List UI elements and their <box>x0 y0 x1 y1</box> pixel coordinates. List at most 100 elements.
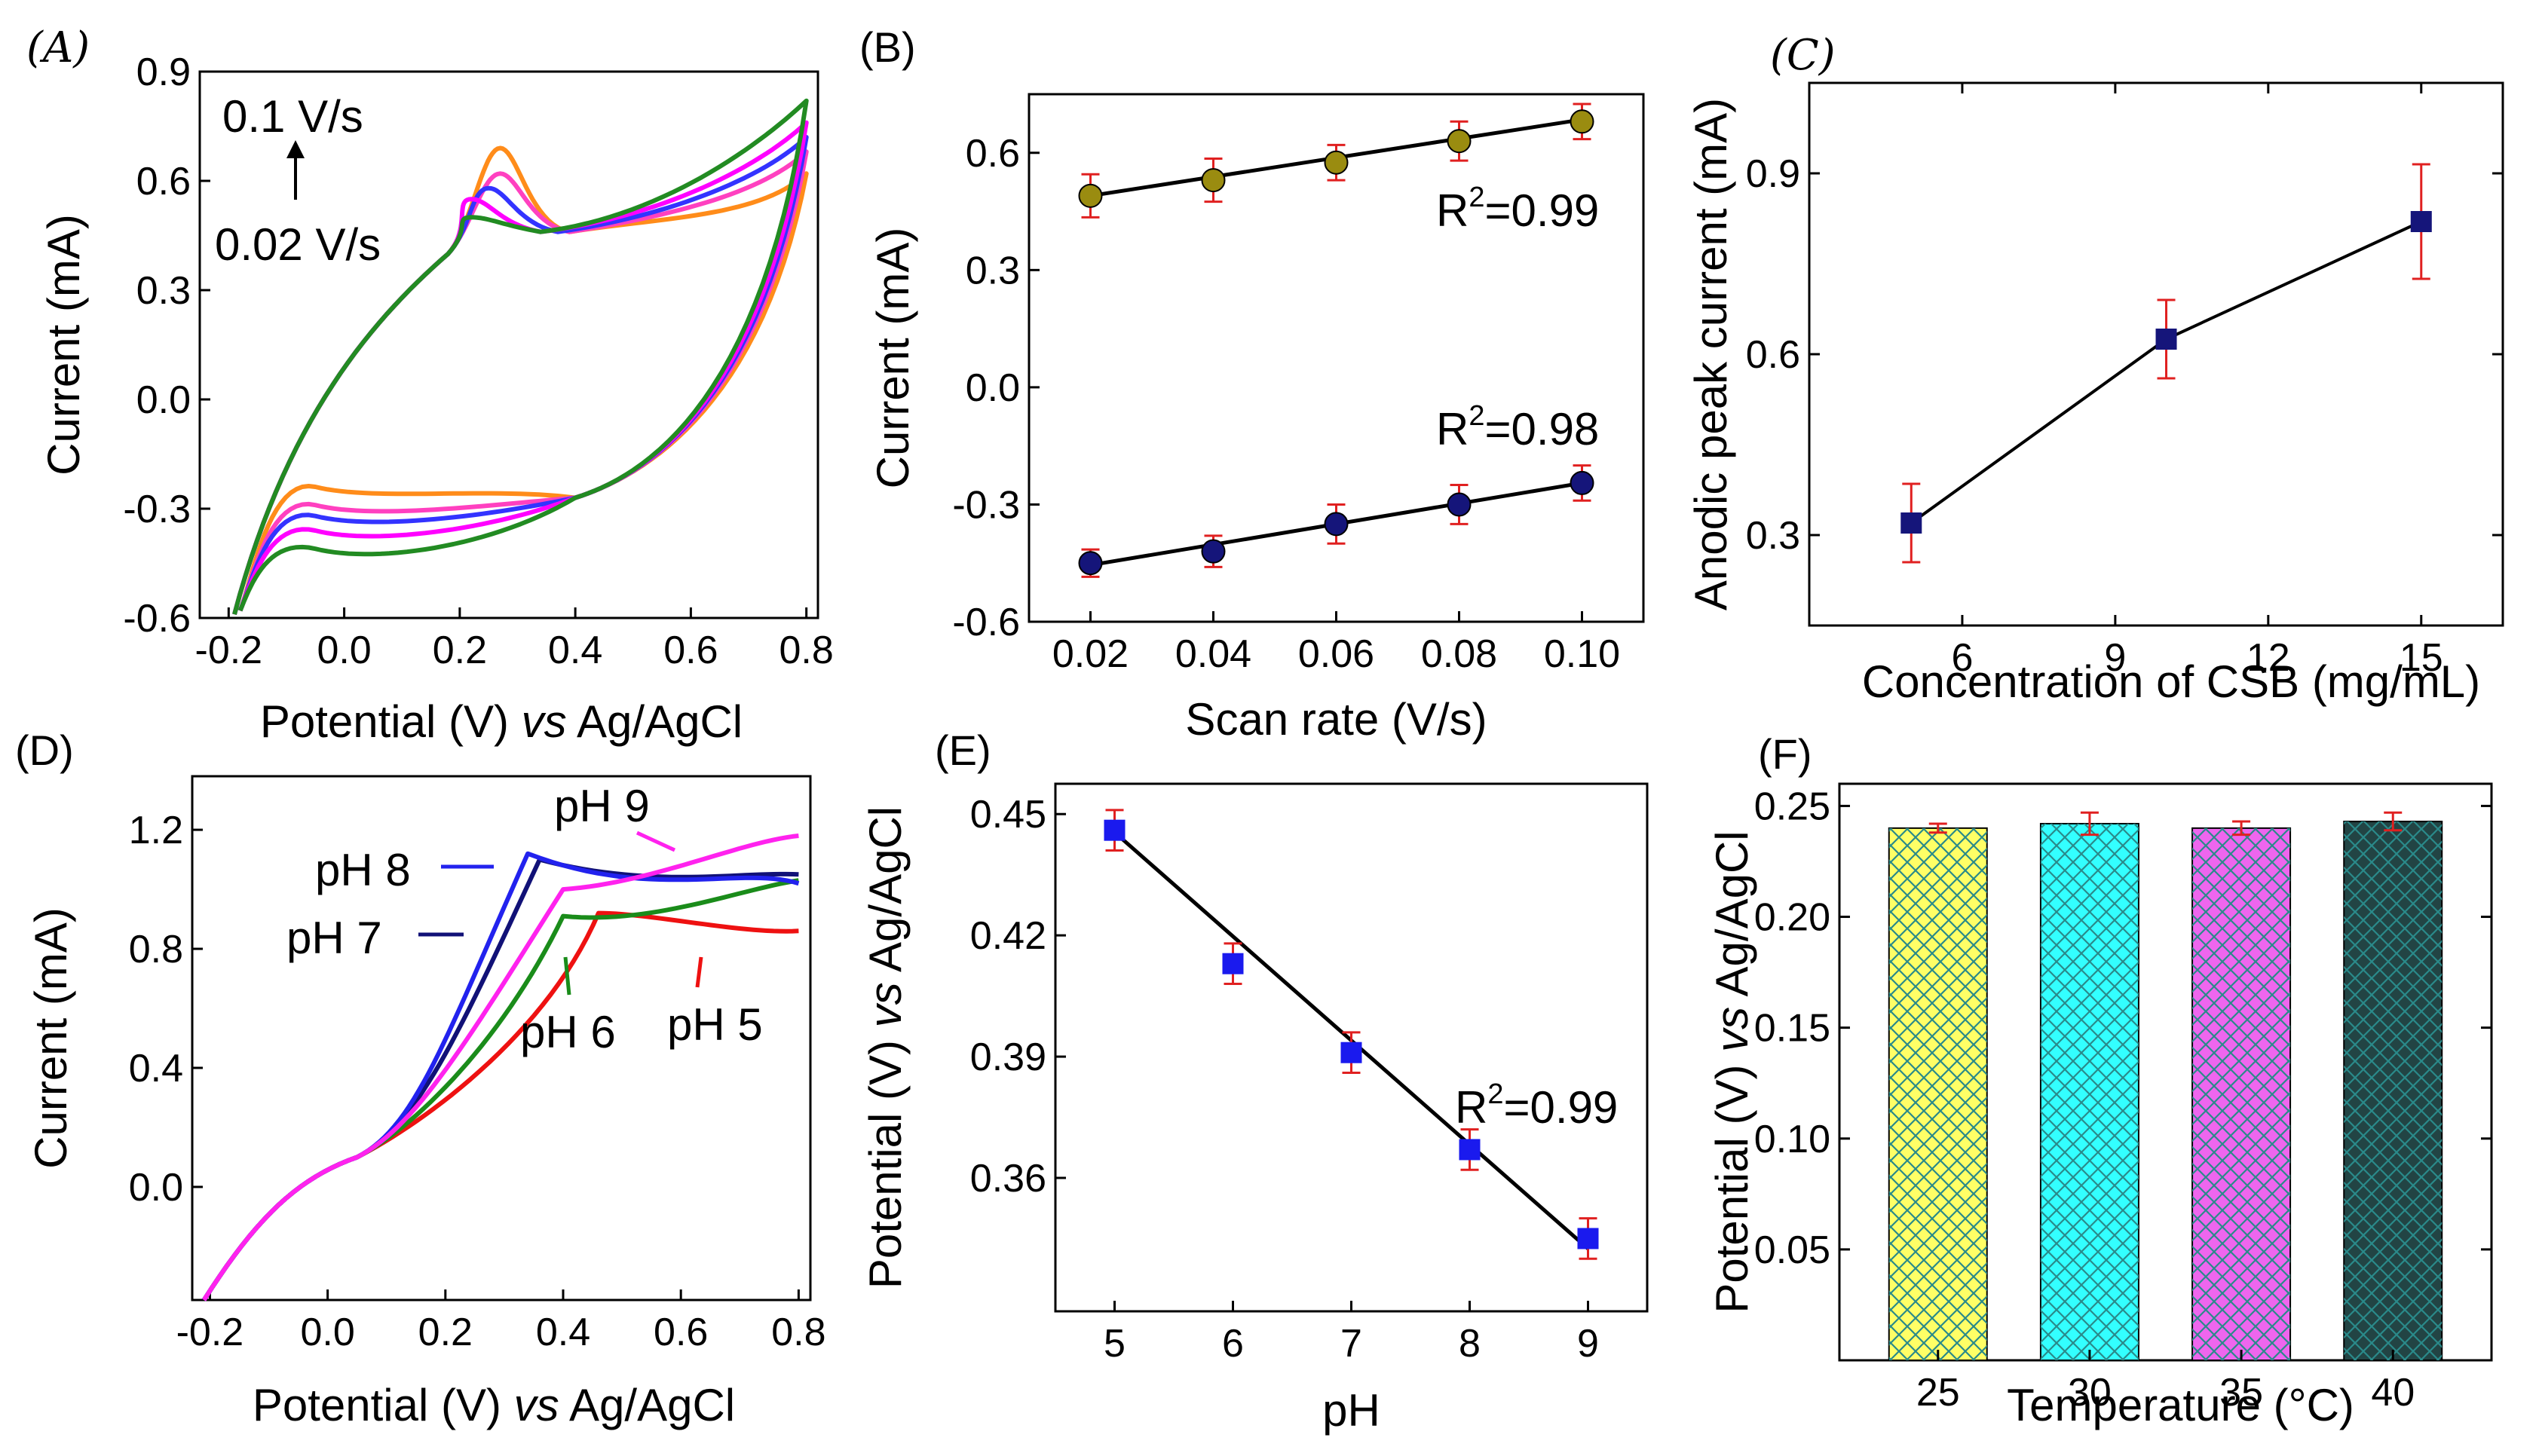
data-point <box>1447 492 1472 517</box>
y-tick-label: 0.3 <box>966 249 1020 292</box>
y-tick-label: 0.6 <box>1746 333 1800 377</box>
x-tick-label: 0.8 <box>771 1311 825 1354</box>
data-point <box>2410 211 2432 232</box>
panel-a-frame <box>198 70 819 619</box>
x-tick-label: 6 <box>1222 1322 1244 1366</box>
data-point <box>1078 551 1103 576</box>
bar-hatch <box>2040 823 2139 1360</box>
panel-c-y-label: Anodic peak current (mA) <box>1686 98 1736 610</box>
panel-d-y-label: Current (mA) <box>26 907 76 1169</box>
x-tick-label: 8 <box>1459 1322 1481 1366</box>
panel-b-x-label: Scan rate (V/s) <box>1185 694 1487 745</box>
ph-curve <box>202 910 799 1302</box>
panel-e-y-label: Potential (V) vs Ag/AgCl <box>860 806 911 1289</box>
panel-d-frame <box>191 775 812 1302</box>
x-tick-label: 5 <box>1104 1322 1126 1366</box>
x-tick-label: 0.6 <box>663 629 718 672</box>
data-point <box>1447 129 1472 154</box>
panel-label-d: (D) <box>15 726 74 774</box>
panel-f-x-label: Temperature (°C) <box>2007 1380 2354 1430</box>
ph-label: pH 6 <box>520 1007 616 1057</box>
y-tick-label: 0.9 <box>136 50 191 94</box>
y-tick-label: 0.8 <box>129 928 183 971</box>
data-point <box>1222 953 1244 974</box>
panel-a-y-label: Current (mA) <box>38 214 89 476</box>
panel-b-y-label: Current (mA) <box>868 228 918 489</box>
y-tick-label: -0.3 <box>123 488 191 531</box>
data-point <box>1577 1228 1599 1250</box>
bar-hatch <box>2192 827 2291 1360</box>
y-tick-label: 0.6 <box>966 132 1020 176</box>
data-point <box>1459 1139 1481 1161</box>
y-tick-label: 0.3 <box>1746 514 1800 558</box>
data-point <box>1078 183 1103 208</box>
y-tick-label: 0.15 <box>1754 1007 1830 1051</box>
panel-c: 6 9 12 15 0.3 0.6 0.9 Concentration of CSB (mg/… <box>1686 81 2504 707</box>
x-tick-label: 7 <box>1340 1322 1362 1366</box>
y-tick-label: 0.20 <box>1754 896 1830 940</box>
panel-label-f: (F) <box>1758 730 1812 778</box>
panel-b: 0.02 0.04 0.06 0.08 0.10 -0.6 -0.3 0.0 0.3 0.6 Sca… <box>868 93 1645 745</box>
x-tick-label: 9 <box>1577 1322 1599 1366</box>
x-tick-label: 0.10 <box>1544 632 1620 676</box>
y-tick-label: 0.0 <box>129 1166 183 1210</box>
x-tick-label: 0.06 <box>1298 632 1374 676</box>
y-tick-label: 0.25 <box>1754 785 1830 828</box>
x-tick-label: 0.04 <box>1175 632 1251 676</box>
panel-c-frame <box>1808 81 2504 627</box>
data-point <box>1201 168 1226 193</box>
y-tick-label: -0.3 <box>952 483 1020 527</box>
y-tick-label: 0.39 <box>970 1035 1046 1079</box>
x-tick-label: -0.2 <box>176 1311 244 1354</box>
panel-e: 5 6 7 8 9 0.36 0.39 0.42 0.45 pH Potential (V) vs … <box>860 782 1649 1436</box>
x-tick-label: 40 <box>2371 1371 2415 1415</box>
x-tick-label: 25 <box>1916 1371 1960 1415</box>
y-tick-label: 0.45 <box>970 793 1046 837</box>
data-point <box>1324 512 1349 537</box>
y-tick-label: -0.6 <box>123 597 191 641</box>
ph-label: pH 7 <box>286 913 382 963</box>
ph-arrow <box>636 830 676 852</box>
x-tick-label: 0.02 <box>1052 632 1129 676</box>
r-squared-anodic: R2=0.99 <box>1436 182 1599 236</box>
ph-label: pH 5 <box>667 999 763 1050</box>
x-tick-label: 0.2 <box>418 1311 473 1354</box>
x-tick-label: 0.8 <box>779 629 834 672</box>
y-tick-label: 1.2 <box>129 809 183 852</box>
y-tick-label: 0.9 <box>1746 152 1800 196</box>
ph-label: pH 9 <box>554 781 650 831</box>
x-tick-label: 0.4 <box>536 1311 590 1354</box>
data-point <box>1324 150 1349 175</box>
x-tick-label: 0.6 <box>654 1311 708 1354</box>
x-tick-label: 9 <box>2104 636 2126 680</box>
panel-e-x-label: pH <box>1322 1385 1380 1436</box>
x-tick-label: -0.2 <box>195 629 263 672</box>
panel-label-c: (C) <box>1770 31 1836 80</box>
panel-c-x-label: Concentration of CSB (mg/mL) <box>1862 656 2480 707</box>
y-tick-label: 0.0 <box>966 366 1020 410</box>
y-tick-label: -0.6 <box>952 601 1020 644</box>
x-tick-label: 0.0 <box>300 1311 354 1354</box>
ph-curve <box>202 834 799 1302</box>
y-tick-label: 0.42 <box>970 914 1046 958</box>
y-tick-label: 0.6 <box>136 160 191 203</box>
data-point <box>1570 109 1594 134</box>
x-tick-label: 0.08 <box>1421 632 1497 676</box>
y-tick-label: 0.10 <box>1754 1118 1830 1161</box>
panel-label-a: (A) <box>26 23 90 72</box>
panel-d: -0.2 0.0 0.2 0.4 0.6 0.8 0.0 0.4 0.8 1.2 Potential… <box>26 775 826 1430</box>
y-tick-label: 0.3 <box>136 269 191 313</box>
annotation-slow-rate: 0.02 V/s <box>215 219 381 270</box>
y-tick-label: 0.05 <box>1754 1228 1830 1272</box>
y-tick-label: 0.4 <box>129 1047 183 1090</box>
panel-a-x-label: Potential (V) vs Ag/AgCl <box>260 696 743 747</box>
arrow-head-icon <box>286 140 305 158</box>
cv-curve <box>232 98 809 615</box>
panel-label-e: (E) <box>935 726 991 774</box>
data-point <box>1104 819 1126 841</box>
panel-a: -0.2 0.0 0.2 0.4 0.6 0.8 -0.6 -0.3 0.0 0.3 0.6 0.9 P… <box>38 50 834 747</box>
bar-hatch <box>2344 821 2443 1360</box>
r-squared-ph: R2=0.99 <box>1455 1078 1618 1133</box>
